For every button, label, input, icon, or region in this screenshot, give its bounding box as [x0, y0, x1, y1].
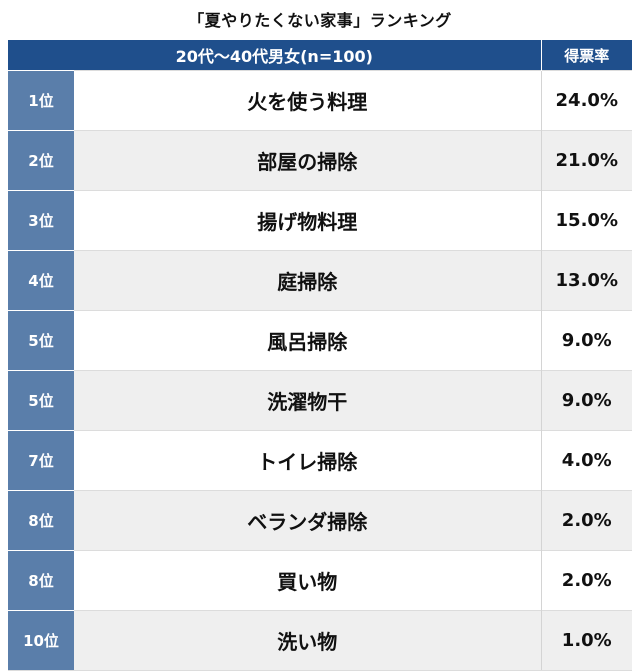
chore-name: ベランダ掃除: [74, 490, 542, 551]
rank-label: 3位: [8, 190, 74, 251]
chore-name: 洗濯物干: [74, 370, 542, 431]
rank-label: 7位: [8, 430, 74, 491]
table-header-row: 20代〜40代男女(n=100) 得票率: [8, 40, 633, 71]
table-row: 1位 火を使う料理 24.0%: [8, 70, 633, 131]
vote-rate: 13.0%: [541, 250, 633, 311]
chore-name: 買い物: [74, 550, 542, 611]
rank-label: 5位: [8, 310, 74, 371]
header-rate-label: 得票率: [541, 40, 633, 71]
rank-label: 4位: [8, 250, 74, 311]
chore-name: 部屋の掃除: [74, 130, 542, 191]
rank-label: 8位: [8, 550, 74, 611]
table-row: 3位 揚げ物料理 15.0%: [8, 190, 633, 251]
vote-rate: 2.0%: [541, 490, 633, 551]
table-row: 8位 買い物 2.0%: [8, 550, 633, 611]
table-row: 8位 ベランダ掃除 2.0%: [8, 490, 633, 551]
table-row: 5位 洗濯物干 9.0%: [8, 370, 633, 431]
chore-name: 揚げ物料理: [74, 190, 542, 251]
table-row: 2位 部屋の掃除 21.0%: [8, 130, 633, 191]
chart-title: 「夏やりたくない家事」ランキング: [188, 11, 452, 30]
vote-rate: 4.0%: [541, 430, 633, 491]
table-row: 10位 洗い物 1.0%: [8, 610, 633, 671]
chore-name: トイレ掃除: [74, 430, 542, 491]
chore-name: 洗い物: [74, 610, 542, 671]
vote-rate: 15.0%: [541, 190, 633, 251]
rank-label: 8位: [8, 490, 74, 551]
table-row: 5位 風呂掃除 9.0%: [8, 310, 633, 371]
vote-rate: 1.0%: [541, 610, 633, 671]
chore-name: 風呂掃除: [74, 310, 542, 371]
vote-rate: 24.0%: [541, 70, 633, 131]
header-group-label: 20代〜40代男女(n=100): [8, 40, 542, 71]
vote-rate: 9.0%: [541, 310, 633, 371]
rank-label: 1位: [8, 70, 74, 131]
rank-label: 2位: [8, 130, 74, 191]
vote-rate: 2.0%: [541, 550, 633, 611]
ranking-table: 20代〜40代男女(n=100) 得票率 1位 火を使う料理 24.0% 2位 …: [8, 40, 633, 671]
vote-rate: 21.0%: [541, 130, 633, 191]
chore-name: 庭掃除: [74, 250, 542, 311]
table-row: 4位 庭掃除 13.0%: [8, 250, 633, 311]
vote-rate: 9.0%: [541, 370, 633, 431]
table-row: 7位 トイレ掃除 4.0%: [8, 430, 633, 491]
rank-label: 10位: [8, 610, 74, 671]
rank-label: 5位: [8, 370, 74, 431]
chore-name: 火を使う料理: [74, 70, 542, 131]
